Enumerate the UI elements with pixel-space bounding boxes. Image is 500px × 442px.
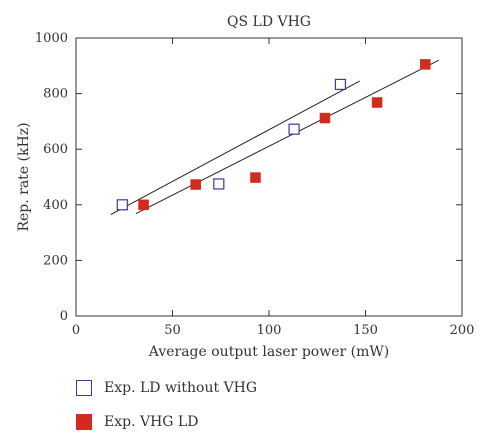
y-tick-label: 400 xyxy=(43,198,68,213)
x-tick-label: 150 xyxy=(353,323,378,338)
data-point-series-1 xyxy=(250,172,261,183)
y-axis-label: Rep. rate (kHz) xyxy=(16,122,32,231)
x-axis-ticks: 0 50 100 150 200 xyxy=(72,38,475,338)
data-markers xyxy=(116,59,431,211)
y-axis-ticks: 0 200 400 600 800 1000 xyxy=(35,31,462,324)
legend: Exp. LD without VHG Exp. VHG LD xyxy=(76,374,257,442)
open-square-icon xyxy=(76,380,92,396)
fit-line-series-1 xyxy=(135,59,440,215)
chart-svg: QS LD VHG 0 50 100 150 200 0 200 400 600 800 1000… xyxy=(16,14,475,360)
x-tick-label: 100 xyxy=(257,323,282,338)
filled-square-icon xyxy=(76,414,92,430)
data-point-series-1 xyxy=(319,112,331,124)
x-tick-label: 0 xyxy=(72,323,80,338)
fit-lines xyxy=(110,59,440,215)
plot-frame xyxy=(75,37,463,317)
y-tick-label: 200 xyxy=(43,253,68,268)
data-point-series-1 xyxy=(138,199,149,211)
y-tick-label: 600 xyxy=(43,142,68,157)
x-tick-label: 200 xyxy=(450,323,475,338)
legend-label: Exp. VHG LD xyxy=(104,414,199,430)
chart-title: QS LD VHG xyxy=(227,14,311,30)
data-point-series-0 xyxy=(288,123,300,135)
data-point-series-0 xyxy=(334,78,347,91)
x-tick-label: 50 xyxy=(164,323,181,338)
legend-item-vhg-ld: Exp. VHG LD xyxy=(76,408,257,436)
x-axis-label: Average output laser power (mW) xyxy=(148,344,389,360)
data-point-series-0 xyxy=(116,199,128,211)
data-point-series-0 xyxy=(213,178,225,190)
fit-line-series-0 xyxy=(110,80,360,215)
y-tick-label: 800 xyxy=(43,87,68,102)
legend-item-without-vhg: Exp. LD without VHG xyxy=(76,374,257,402)
data-point-series-1 xyxy=(190,179,201,190)
y-tick-label: 1000 xyxy=(35,31,68,46)
legend-label: Exp. LD without VHG xyxy=(104,380,258,396)
y-tick-label: 0 xyxy=(60,309,68,324)
data-point-series-1 xyxy=(420,59,431,70)
data-point-series-1 xyxy=(371,97,383,108)
